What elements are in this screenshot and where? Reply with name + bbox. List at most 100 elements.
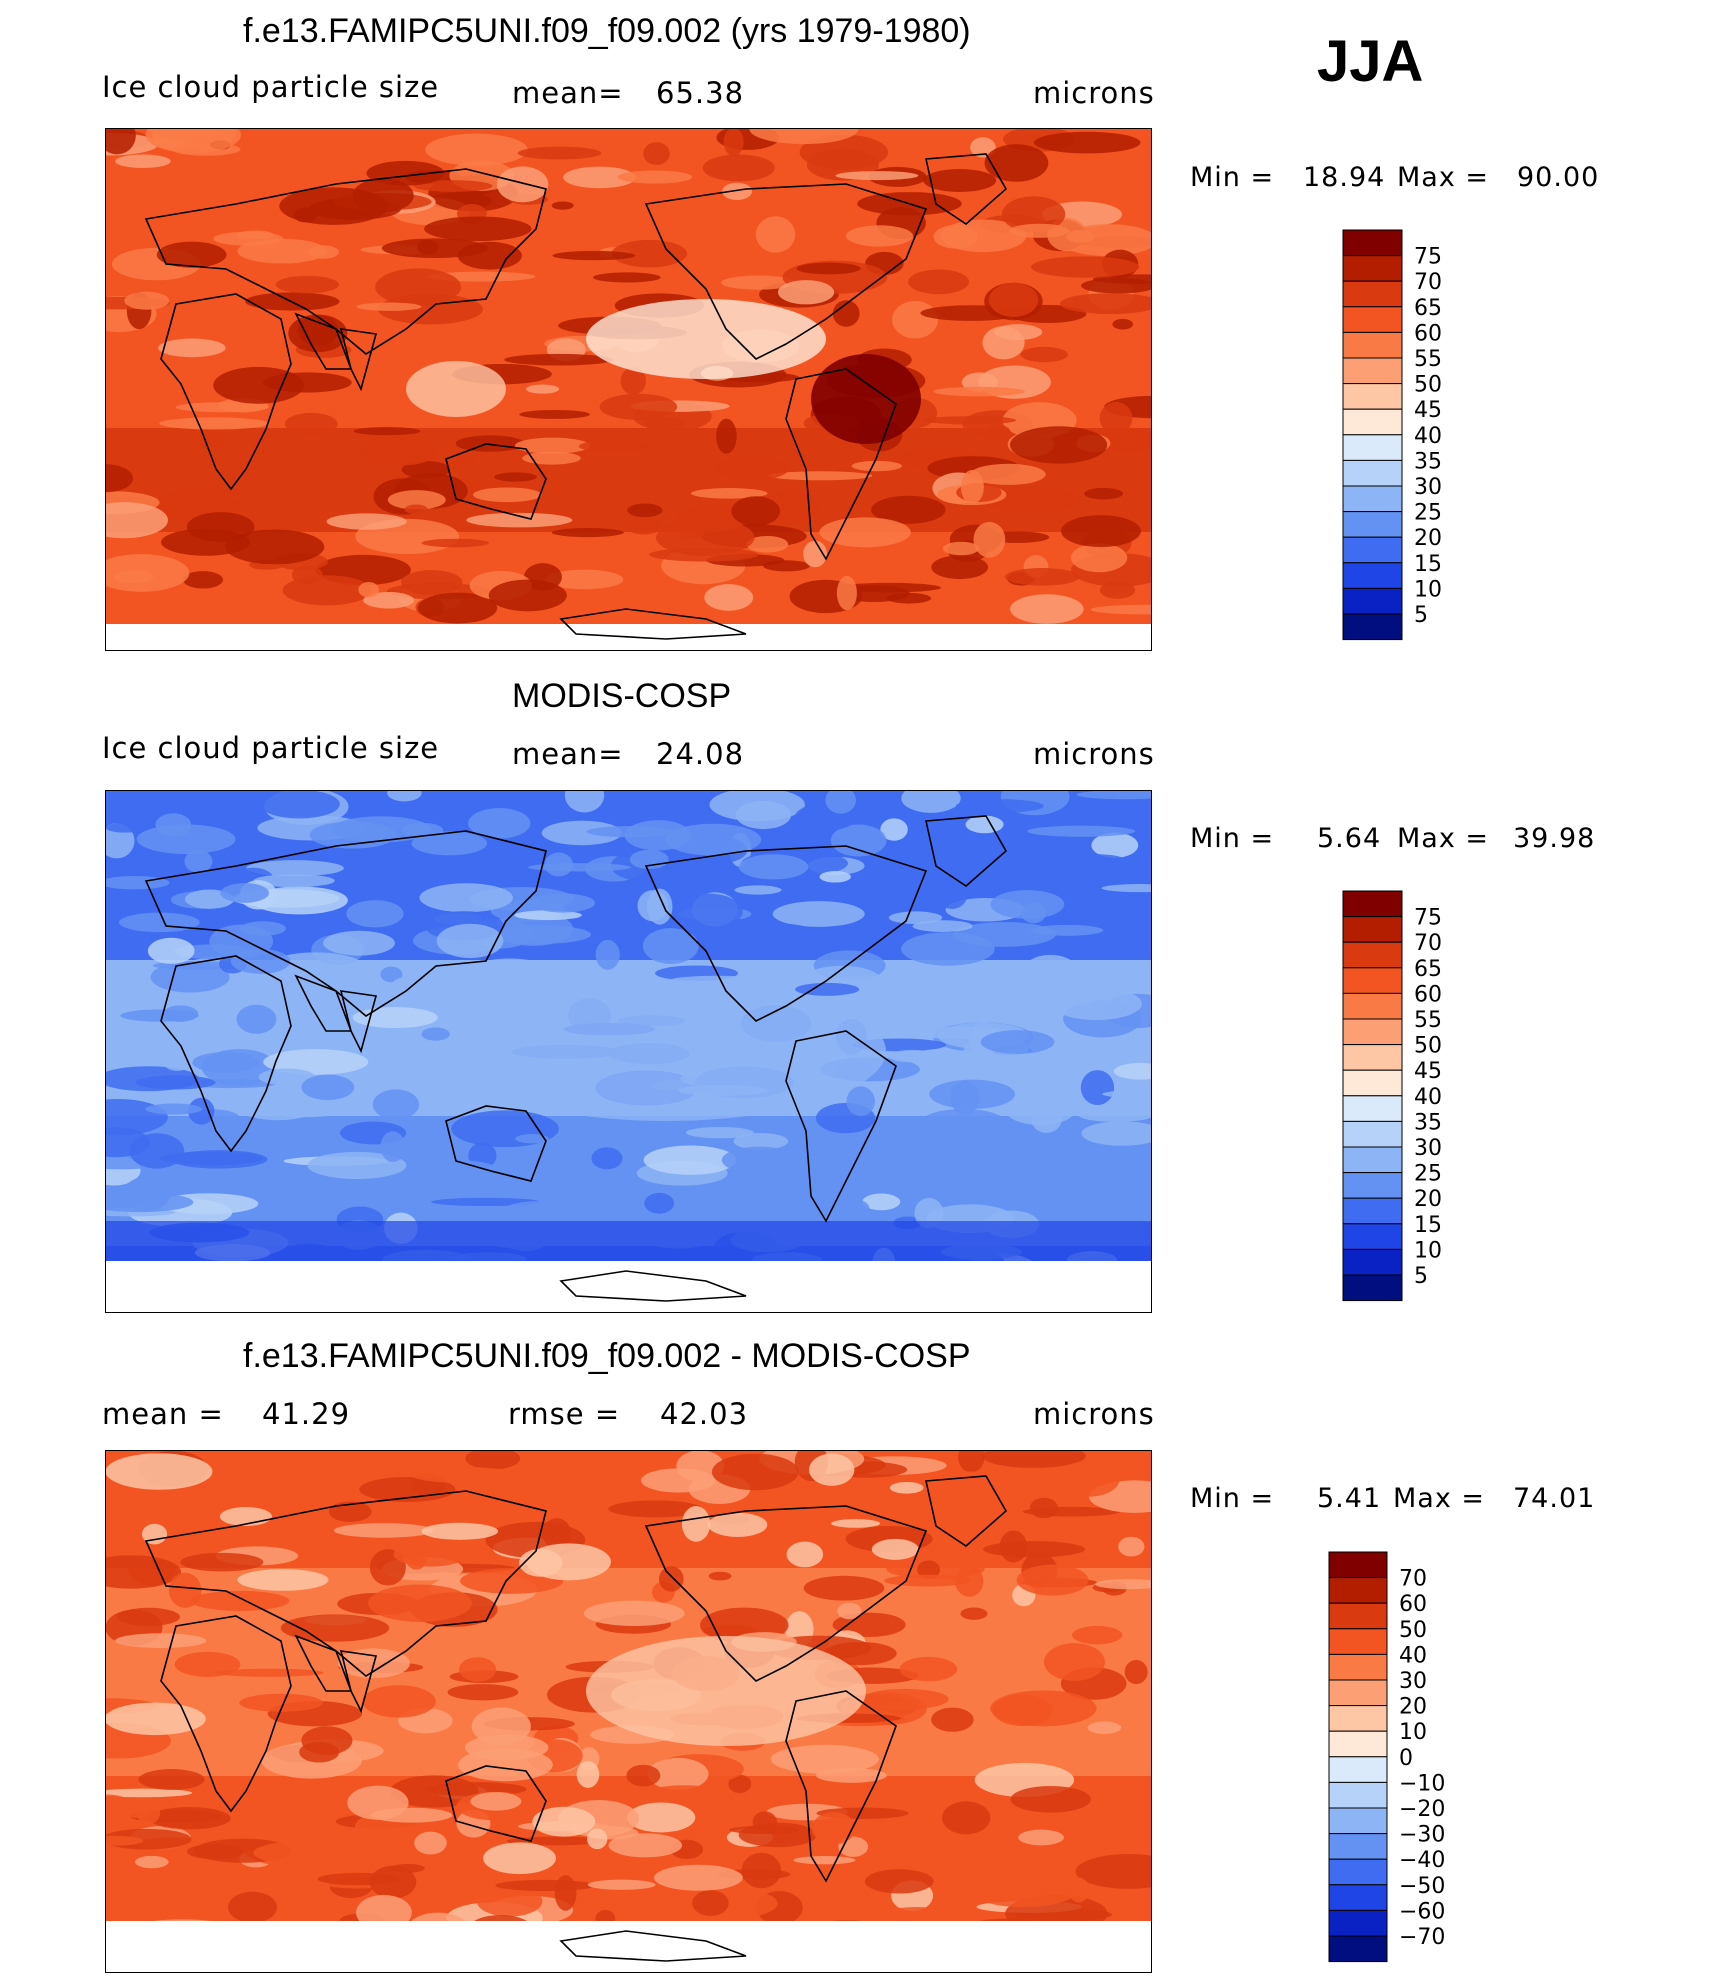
- coastline: [925, 815, 1008, 888]
- map-band: [106, 129, 1151, 143]
- map-patch: [914, 1197, 944, 1229]
- map-patch: [545, 569, 624, 590]
- panel2-title: MODIS-COSP: [512, 677, 732, 715]
- map-patch: [692, 1890, 729, 1917]
- map-patch: [871, 495, 946, 524]
- colorbar-label: 50: [1399, 1618, 1427, 1643]
- map-patch: [414, 1160, 507, 1193]
- coastline: [785, 1030, 897, 1223]
- map-patch: [1024, 954, 1077, 984]
- panel3-title: f.e13.FAMIPC5UNI.f09_f09.002 - MODIS-COS…: [243, 1337, 971, 1375]
- map-patch: [514, 437, 590, 454]
- map-patch: [361, 437, 438, 466]
- map-patch: [526, 1543, 611, 1581]
- map-patch: [237, 238, 327, 264]
- map-patch: [735, 800, 792, 830]
- panel2-min-value: 5.64: [1317, 823, 1382, 854]
- colorbar-box: [1342, 434, 1403, 461]
- map-patch: [716, 418, 737, 454]
- colorbar-box: [1342, 967, 1403, 994]
- colorbar-box: [1328, 1756, 1388, 1783]
- coastline: [559, 1270, 747, 1302]
- colorbar-box: [1328, 1705, 1388, 1732]
- panel3-min-label: Min =: [1190, 1483, 1275, 1514]
- map-patch: [1021, 903, 1047, 924]
- map-patch: [770, 1744, 879, 1774]
- map-patch: [213, 366, 304, 404]
- colorbar-box: [1328, 1602, 1388, 1630]
- map-patch: [455, 435, 525, 452]
- map-patch: [955, 799, 1044, 813]
- panel3-rmse-label: rmse =: [508, 1397, 621, 1431]
- map-patch: [888, 911, 943, 924]
- map-band: [106, 142, 1151, 156]
- map-patch: [1070, 543, 1128, 573]
- map-band: [106, 1633, 1151, 1647]
- colorbar-label: −30: [1399, 1823, 1445, 1848]
- map-patch: [1010, 1785, 1091, 1813]
- panel3-rmse-value: 42.03: [660, 1397, 749, 1431]
- map-patch: [1055, 1461, 1120, 1497]
- map-patch: [106, 1835, 144, 1846]
- map-patch: [1113, 1062, 1151, 1080]
- map-patch: [889, 1481, 924, 1494]
- map-patch: [1102, 1089, 1151, 1099]
- colorbar-label: 70: [1414, 931, 1442, 956]
- map-patch: [106, 1794, 135, 1820]
- map-patch: [809, 1453, 855, 1486]
- map-patch: [958, 1451, 985, 1473]
- colorbar-box: [1342, 1274, 1403, 1302]
- colorbar-label: 40: [1414, 424, 1442, 449]
- map-patch: [640, 1468, 716, 1493]
- map-patch: [960, 1607, 988, 1620]
- map-patch: [150, 961, 230, 993]
- map-patch: [352, 1007, 438, 1029]
- map-patch: [664, 823, 762, 856]
- coastline: [160, 955, 292, 1153]
- map-patch: [673, 893, 743, 930]
- colorbar-label: −50: [1399, 1874, 1445, 1899]
- map-patch: [1118, 1536, 1145, 1557]
- map-patch: [931, 1707, 974, 1732]
- map-patch: [353, 427, 421, 436]
- colorbar-box: [1342, 383, 1403, 410]
- colorbar-label: 75: [1414, 906, 1442, 931]
- colorbar-box: [1342, 1120, 1403, 1148]
- map-patch: [106, 935, 161, 953]
- panel1-variable-label: Ice cloud particle size: [102, 70, 440, 104]
- colorbar-label: −70: [1399, 1925, 1445, 1950]
- map-patch: [862, 1193, 901, 1211]
- map-patch: [192, 1052, 260, 1073]
- map-patch: [413, 180, 493, 192]
- map-patch: [115, 1633, 207, 1649]
- colorbar-box: [1328, 1807, 1388, 1835]
- colorbar-box: [1328, 1730, 1388, 1758]
- map-patch: [1010, 594, 1084, 624]
- map-patch: [138, 1769, 205, 1790]
- colorbar-box: [1328, 1679, 1388, 1707]
- panel2-max-value: 39.98: [1513, 823, 1596, 854]
- colorbar-label: 65: [1414, 296, 1442, 321]
- map-patch: [1075, 1854, 1151, 1889]
- map-patch: [587, 1879, 656, 1890]
- map-patch: [711, 1453, 799, 1491]
- colorbar-box: [1342, 485, 1403, 513]
- map-patch: [733, 1132, 789, 1150]
- map-patch: [1061, 515, 1141, 548]
- coastline: [925, 1475, 1008, 1548]
- map-patch: [404, 504, 428, 515]
- panel1-min-value: 18.94: [1303, 162, 1386, 193]
- map-patch: [237, 1569, 329, 1591]
- map-patch: [777, 280, 835, 305]
- panel3-max-label: Max =: [1393, 1483, 1486, 1514]
- map-patch: [114, 570, 154, 584]
- map-patch: [620, 367, 647, 395]
- map-patch: [496, 166, 549, 203]
- map-patch: [650, 1785, 718, 1800]
- map-patch: [720, 275, 796, 290]
- map-patch: [583, 1600, 685, 1627]
- map-patch: [1090, 604, 1151, 615]
- map-patch: [920, 1108, 1007, 1138]
- map-patch: [931, 555, 989, 580]
- map-band: [106, 1529, 1151, 1543]
